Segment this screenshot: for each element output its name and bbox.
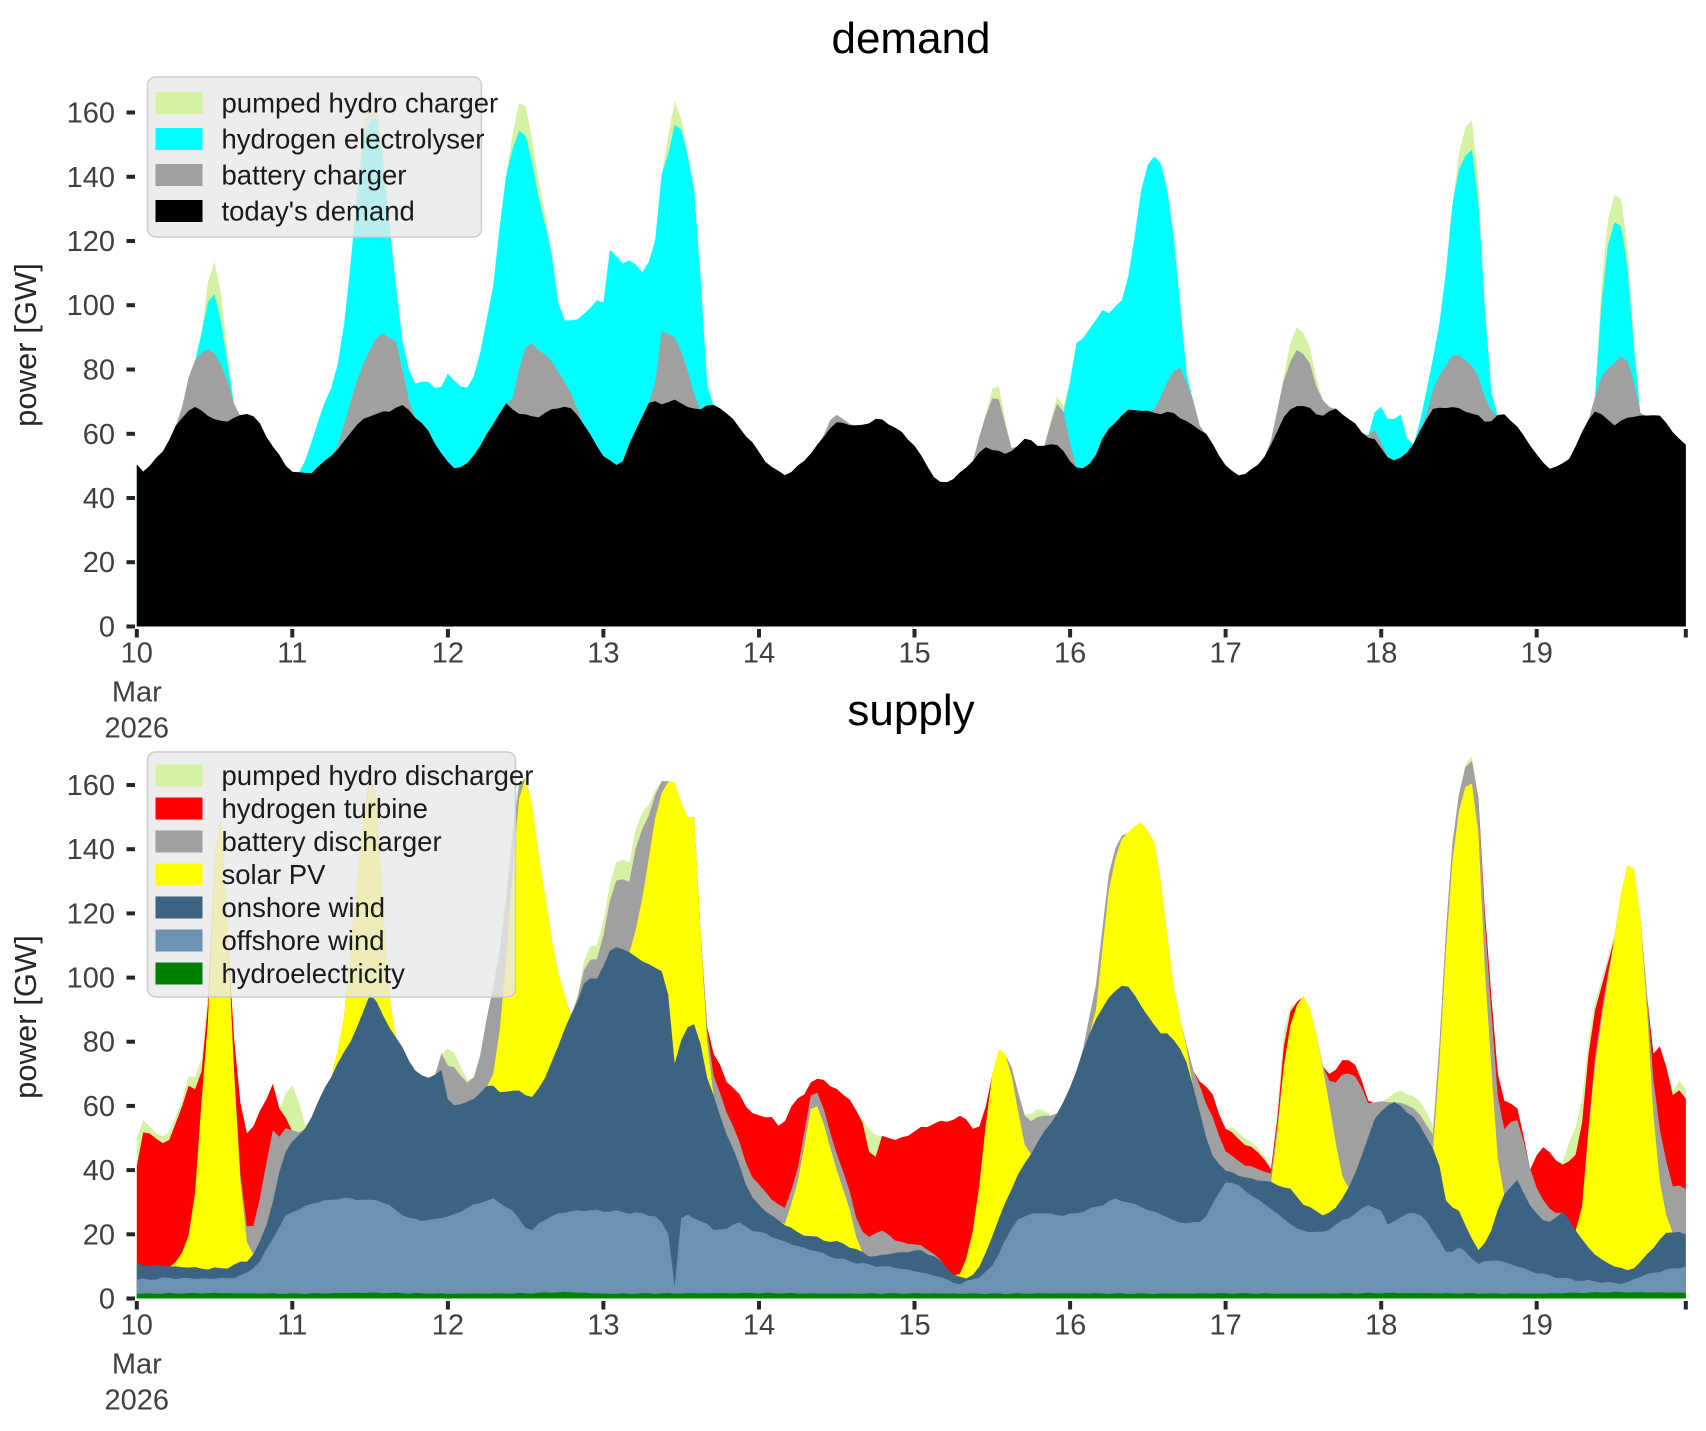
svg-text:onshore wind: onshore wind (222, 892, 386, 923)
svg-text:power [GW]: power [GW] (8, 935, 43, 1099)
svg-text:140: 140 (67, 162, 115, 194)
svg-text:19: 19 (1521, 1310, 1553, 1342)
svg-text:15: 15 (898, 638, 930, 670)
svg-text:demand: demand (831, 14, 990, 63)
svg-text:160: 160 (67, 770, 115, 802)
svg-text:16: 16 (1054, 638, 1086, 670)
svg-text:2026: 2026 (105, 713, 170, 745)
svg-text:20: 20 (83, 1219, 115, 1251)
svg-text:10: 10 (121, 1310, 153, 1342)
svg-text:13: 13 (587, 1310, 619, 1342)
svg-text:40: 40 (83, 1155, 115, 1187)
svg-text:18: 18 (1365, 638, 1397, 670)
svg-text:100: 100 (67, 963, 115, 995)
svg-text:100: 100 (67, 290, 115, 322)
svg-text:20: 20 (83, 547, 115, 579)
svg-text:offshore wind: offshore wind (222, 925, 385, 956)
svg-text:12: 12 (432, 638, 464, 670)
svg-text:16: 16 (1054, 1310, 1086, 1342)
svg-text:120: 120 (67, 226, 115, 258)
svg-text:80: 80 (83, 355, 115, 387)
svg-text:0: 0 (99, 1284, 115, 1316)
svg-text:hydroelectricity: hydroelectricity (222, 958, 406, 989)
svg-text:Mar: Mar (112, 1349, 162, 1381)
svg-text:140: 140 (67, 834, 115, 866)
svg-text:battery charger: battery charger (222, 160, 407, 191)
svg-text:120: 120 (67, 898, 115, 930)
svg-text:60: 60 (83, 419, 115, 451)
svg-text:11: 11 (277, 1310, 307, 1342)
svg-text:14: 14 (743, 1310, 775, 1342)
svg-text:power [GW]: power [GW] (8, 263, 43, 427)
svg-text:Mar: Mar (112, 677, 162, 709)
svg-text:12: 12 (432, 1310, 464, 1342)
svg-text:17: 17 (1209, 1310, 1241, 1342)
svg-text:80: 80 (83, 1027, 115, 1059)
svg-text:14: 14 (743, 638, 775, 670)
svg-text:13: 13 (587, 638, 619, 670)
svg-text:0: 0 (99, 612, 115, 644)
svg-text:pumped hydro charger: pumped hydro charger (222, 88, 499, 119)
svg-text:15: 15 (898, 1310, 930, 1342)
svg-text:solar PV: solar PV (222, 859, 327, 890)
svg-text:supply: supply (847, 686, 974, 735)
svg-text:pumped hydro discharger: pumped hydro discharger (222, 760, 534, 791)
svg-text:today's demand: today's demand (222, 196, 415, 227)
svg-text:2026: 2026 (105, 1385, 170, 1417)
svg-text:40: 40 (83, 483, 115, 515)
svg-text:10: 10 (121, 638, 153, 670)
svg-text:160: 160 (67, 98, 115, 130)
svg-text:18: 18 (1365, 1310, 1397, 1342)
svg-text:17: 17 (1209, 638, 1241, 670)
svg-text:hydrogen turbine: hydrogen turbine (222, 793, 428, 824)
svg-text:11: 11 (277, 638, 307, 670)
svg-text:19: 19 (1521, 638, 1553, 670)
svg-text:hydrogen electrolyser: hydrogen electrolyser (222, 124, 485, 155)
svg-text:battery discharger: battery discharger (222, 826, 442, 857)
svg-text:60: 60 (83, 1091, 115, 1123)
